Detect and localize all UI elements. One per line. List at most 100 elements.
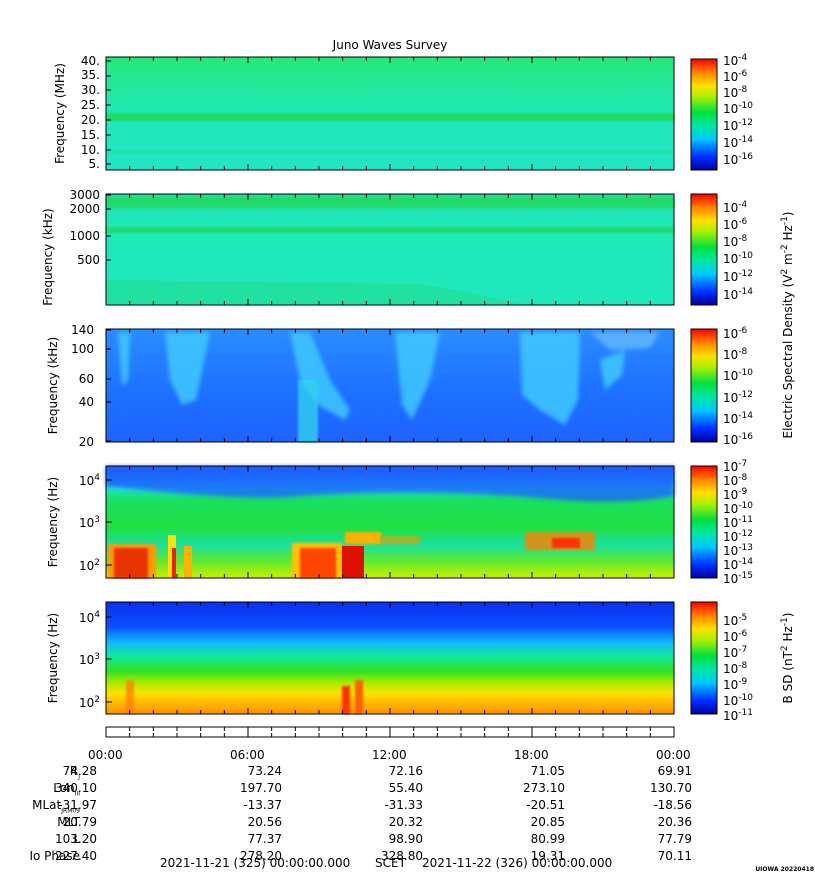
- ephemeris-value: 71.05: [530, 764, 565, 778]
- ephemeris-value: 72.16: [388, 764, 423, 778]
- footer-stamp: UIOWA 20220418: [755, 866, 814, 873]
- ytick: 3000: [69, 188, 100, 202]
- ephemeris-value: 340.10: [55, 781, 97, 795]
- cbar-tick: 10-14: [723, 135, 753, 150]
- ephemeris-value: 19.31: [530, 849, 565, 863]
- cbar-tick: 10-10: [723, 251, 753, 266]
- ytick: 30.: [81, 83, 100, 97]
- colorbar-label-magnetic: B SD (nT2 Hz-1): [780, 613, 795, 704]
- ephemeris-label: LonIII: [53, 781, 80, 798]
- time-label: 00:00: [88, 748, 123, 762]
- panel-4: Frequency (Hz) 104 103 102 10-7 10-8 10-…: [46, 459, 753, 586]
- ytick: 102: [79, 558, 100, 573]
- ephemeris-value: 103.20: [55, 832, 97, 846]
- cbar-tick: 10-12: [723, 529, 753, 544]
- ephemeris-value: 80.99: [530, 832, 565, 846]
- ephemeris-label: L: [73, 832, 80, 846]
- panel-1-colorbar: [690, 58, 718, 171]
- time-label: 12:00: [372, 748, 407, 762]
- cbar-tick: 10-15: [723, 571, 753, 586]
- panel-5-spectrogram: [106, 602, 674, 714]
- ytick: 140: [71, 323, 94, 337]
- panel-4-colorbar: [690, 465, 718, 579]
- panel-1: Frequency (MHz) 40. 35. 30. 25. 20. 15. …: [53, 53, 753, 171]
- ytick: 60: [79, 372, 94, 386]
- cbar-tick: 10-7: [723, 645, 747, 660]
- panel-3-emissions: [118, 332, 660, 425]
- cbar-tick: 10-4: [723, 53, 748, 68]
- ephemeris-value: 130.70: [650, 781, 692, 795]
- cbar-tick: 10-8: [723, 85, 748, 100]
- cbar-tick: 10-8: [723, 234, 748, 249]
- panel-1-yticks: 40. 35. 30. 25. 20. 15. 10. 5.: [81, 54, 100, 171]
- panel-2-band-high: [106, 197, 674, 208]
- panel-4-emissions: [108, 532, 595, 578]
- ephemeris-value: 73.24: [247, 764, 282, 778]
- ytick: 1000: [69, 229, 100, 243]
- cbar-tick: 10-9: [723, 677, 748, 692]
- cbar-tick: 10-6: [723, 69, 748, 84]
- cbar-tick: 10-6: [723, 326, 748, 341]
- panel-3-ylabel: Frequency (kHz): [46, 337, 60, 434]
- panel-5-emissions: [126, 680, 363, 714]
- cbar-tick: 10-10: [723, 101, 753, 116]
- ephemeris-value: 98.90: [388, 832, 423, 846]
- ephemeris-value: -18.56: [653, 798, 692, 812]
- ephemeris-value: 273.10: [523, 781, 565, 795]
- panel-5-colorbar: [690, 601, 718, 715]
- ephemeris-value: -31.33: [384, 798, 423, 812]
- ephemeris-value: 227.40: [55, 849, 97, 863]
- panel-2-low-band: [106, 280, 520, 304]
- cbar-tick: 10-14: [723, 411, 753, 426]
- ytick: 103: [79, 652, 100, 667]
- cbar-tick: 10-16: [723, 432, 753, 447]
- cbar-tick: 10-11: [723, 708, 753, 723]
- ephemeris-label: RJ: [69, 764, 80, 781]
- cbar-tick: 10-8: [723, 347, 748, 362]
- ytick: 25.: [81, 98, 100, 112]
- cbar-tick: 10-12: [723, 390, 753, 405]
- ephemeris-value: 77.37: [247, 832, 282, 846]
- panel-3-vertical-streak: [298, 380, 318, 442]
- ephemeris-value: 69.91: [657, 764, 692, 778]
- footer-scet: SCET: [375, 856, 406, 870]
- footer-end-time: 2021-11-22 (326) 00:00:00.000: [422, 856, 613, 870]
- ytick: 40: [79, 395, 94, 409]
- ephemeris-value: 197.70: [240, 781, 282, 795]
- panel-3-colorbar: [690, 328, 718, 443]
- ephemeris-label: MLatJRM09: [32, 798, 80, 815]
- ytick: 5.: [89, 157, 100, 171]
- ephemeris-value: -20.51: [526, 798, 565, 812]
- panel-1-ylabel: Frequency (MHz): [53, 63, 67, 164]
- ytick: 15.: [81, 128, 100, 142]
- ephemeris-value: 20.79: [62, 815, 97, 829]
- ytick: 20: [79, 435, 94, 449]
- ytick: 20.: [81, 113, 100, 127]
- panel-2-band-mid: [106, 227, 674, 233]
- cbar-tick: 10-9: [723, 487, 748, 502]
- ytick: 2000: [69, 202, 100, 216]
- ytick: 100: [71, 342, 94, 356]
- ytick: 102: [79, 695, 100, 710]
- ephemeris-value: 74.28: [62, 764, 97, 778]
- time-label: 00:00: [656, 748, 691, 762]
- cbar-tick: 10-14: [723, 557, 753, 572]
- ephemeris-value: 55.40: [388, 781, 423, 795]
- time-label: 06:00: [230, 748, 265, 762]
- ytick: 10.: [81, 143, 100, 157]
- ytick: 500: [77, 253, 100, 267]
- ephemeris-value: 20.32: [388, 815, 423, 829]
- ephemeris-value: 77.79: [657, 832, 692, 846]
- ephemeris-value: 70.11: [657, 849, 692, 863]
- panel-5: Frequency (Hz) 104 103 102 10-5 10-6 10-…: [46, 601, 795, 723]
- ytick: 40.: [81, 54, 100, 68]
- cbar-tick: 10-16: [723, 152, 753, 167]
- ephemeris-value: 20.36: [657, 815, 692, 829]
- time-label: 18:00: [514, 748, 549, 762]
- cbar-tick: 10-10: [723, 368, 753, 383]
- figure-title: Juno Waves Survey: [332, 38, 448, 52]
- panel-1-band-low: [106, 150, 674, 154]
- panel-3: Frequency (kHz) 140 100 60 40 20 10-6 10…: [46, 323, 753, 449]
- ephemeris-value: 278.20: [240, 849, 282, 863]
